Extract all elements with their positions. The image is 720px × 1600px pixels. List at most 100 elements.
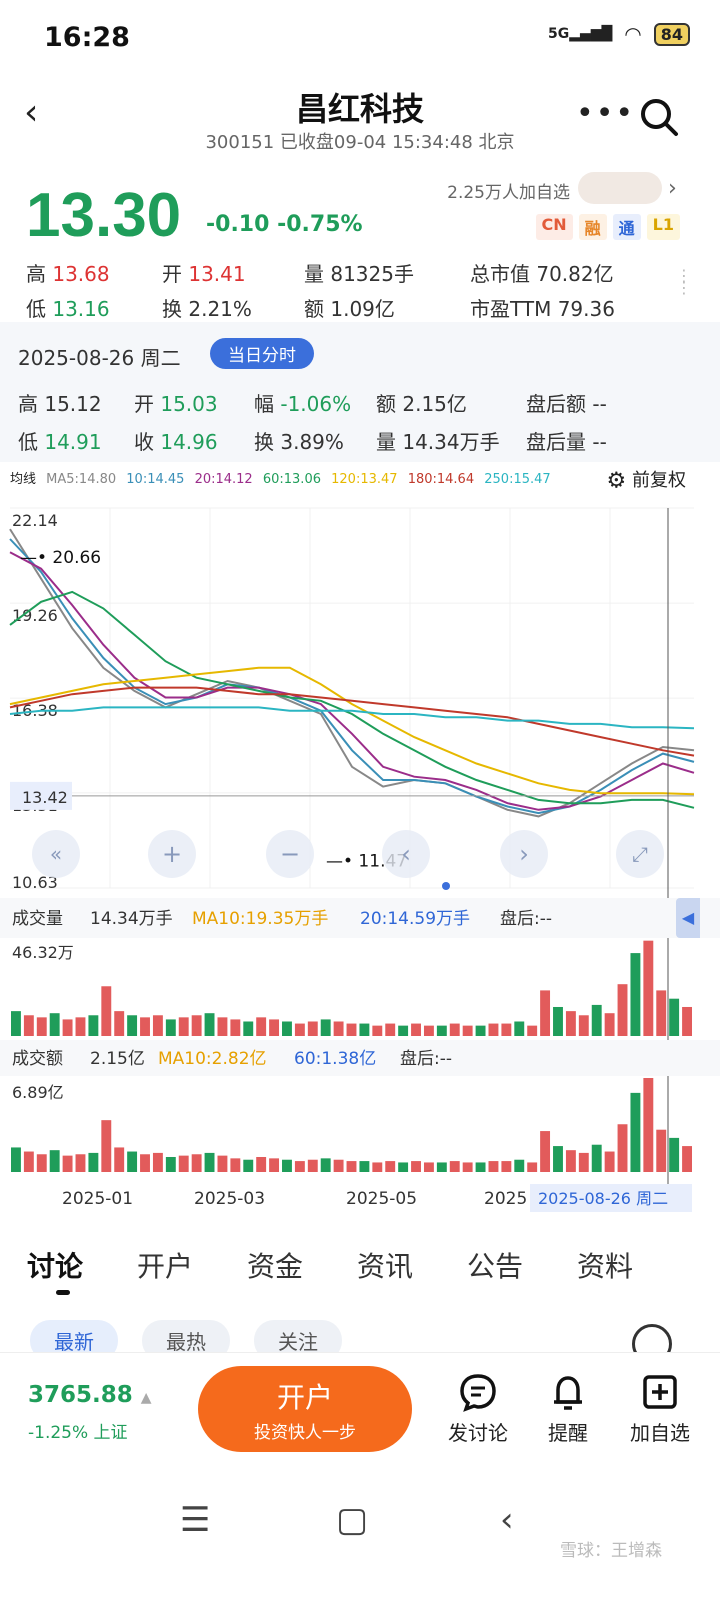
- volume-ma20: 20:14.59万手: [360, 909, 470, 929]
- avatar-group[interactable]: [578, 172, 662, 204]
- volume-bar: [398, 1025, 409, 1036]
- adjust-toggle[interactable]: ⚙ 前复权: [607, 466, 686, 494]
- day-amt: 额 2.15亿: [376, 392, 467, 416]
- chevron-right-icon[interactable]: ›: [668, 176, 677, 201]
- amount-bar: [501, 1161, 512, 1172]
- ma-item: 10:14.45: [126, 472, 185, 487]
- amount-bar: [333, 1159, 344, 1172]
- volume-bar: [411, 1023, 421, 1036]
- amount-bar: [398, 1162, 409, 1172]
- add-watchlist-button[interactable]: 加自选: [620, 1372, 700, 1446]
- amount-bar: [630, 1092, 641, 1172]
- volume-bar: [682, 1006, 692, 1036]
- amount-bar: [140, 1154, 150, 1172]
- volume-bar: [49, 1013, 60, 1036]
- menu-nav-icon[interactable]: ☰: [180, 1500, 211, 1540]
- day-open: 开 15.03: [134, 392, 218, 416]
- expand-dots-icon[interactable]: ⋮ ⋮: [676, 266, 692, 297]
- current-price: 13.30: [26, 181, 182, 250]
- volume-bar: [88, 1015, 99, 1036]
- quote-low: 低 13.16: [26, 297, 110, 321]
- tab-account[interactable]: 开户: [136, 1250, 193, 1283]
- day-close: 收 14.96: [134, 430, 218, 454]
- change-pct: -0.75%: [277, 212, 363, 237]
- amount-bar: [178, 1155, 189, 1172]
- tab-discussion[interactable]: 讨论: [26, 1250, 83, 1283]
- ma-line-ma60: [9, 590, 695, 809]
- chat-icon: [460, 1374, 496, 1412]
- x-tick-label: 2025-03: [194, 1189, 265, 1209]
- volume-bar: [643, 940, 654, 1036]
- tab-announcements[interactable]: 公告: [466, 1250, 523, 1283]
- amount-bar: [578, 1152, 589, 1172]
- back-nav-icon[interactable]: ‹: [500, 1500, 514, 1540]
- amount-bar: [23, 1151, 34, 1172]
- current-price-label: 13.42: [22, 788, 68, 807]
- day-amp: 幅 -1.06%: [254, 392, 352, 416]
- volume-bar: [140, 1017, 150, 1036]
- amount-bar: [243, 1159, 254, 1172]
- crosshair-date-bg: [530, 1184, 692, 1212]
- day-after-amt: 盘后额 --: [526, 392, 607, 416]
- add-icon: [643, 1375, 677, 1409]
- volume-bar: [501, 1023, 512, 1036]
- x-tick-label: 2025: [484, 1189, 527, 1209]
- open-account-button[interactable]: 开户 投资快人一步: [198, 1366, 412, 1452]
- volume-bar: [11, 1011, 21, 1036]
- next-button[interactable]: ›: [500, 830, 548, 878]
- amount-bar: [36, 1154, 47, 1172]
- add-watchlist-label: 加自选: [630, 1421, 690, 1445]
- status-time: 16:28: [44, 22, 130, 53]
- amount-after: 盘后:--: [400, 1049, 452, 1069]
- volume-bar: [449, 1023, 460, 1036]
- volume-bar: [565, 1011, 576, 1036]
- max-annotation: —• 20.66: [20, 548, 101, 568]
- current-price-tag: [10, 781, 72, 810]
- status-icons: 5G▂▄▆█ ◠ 84: [548, 22, 690, 46]
- volume-value: 14.34万手: [90, 909, 173, 929]
- follower-count: 2.25万人加自选: [447, 183, 570, 203]
- tab-news[interactable]: 资讯: [356, 1250, 413, 1283]
- volume-bar: [75, 1017, 86, 1036]
- collapse-tab[interactable]: ◀: [676, 898, 700, 938]
- ma-item: 250:15.47: [484, 472, 551, 487]
- amount-bar: [604, 1151, 615, 1172]
- fullscreen-button[interactable]: ⤢: [616, 830, 664, 878]
- zoom-out-button[interactable]: −: [266, 830, 314, 878]
- volume-bar: [540, 990, 551, 1036]
- ma-line-ma120: [9, 666, 695, 796]
- quote-turnover: 换 2.21%: [162, 297, 252, 321]
- open-account-title: 开户: [276, 1381, 333, 1414]
- index-value[interactable]: 3765.88 ▲: [28, 1382, 152, 1408]
- tab-profile[interactable]: 资料: [576, 1250, 633, 1283]
- tab-funds[interactable]: 资金: [246, 1250, 303, 1283]
- rewind-button[interactable]: «: [32, 830, 80, 878]
- amount-bar: [165, 1156, 176, 1172]
- post-discussion-button[interactable]: 发讨论: [438, 1372, 518, 1446]
- volume-bar: [423, 1025, 434, 1036]
- amount-bar: [617, 1124, 628, 1172]
- tab-indicator: [56, 1290, 70, 1295]
- amount-bar: [11, 1147, 21, 1172]
- home-nav-icon[interactable]: ▢: [336, 1500, 369, 1540]
- adjust-label: 前复权: [632, 470, 686, 491]
- ma-item: 180:14.64: [407, 472, 475, 487]
- amount-bar: [217, 1155, 228, 1172]
- ma-item: 20:14.12: [194, 472, 253, 487]
- amount-bar: [527, 1162, 538, 1172]
- amount-bar: [669, 1137, 680, 1172]
- zoom-in-button[interactable]: +: [148, 830, 196, 878]
- alert-button[interactable]: 提醒: [528, 1372, 608, 1446]
- search-icon[interactable]: [638, 96, 680, 138]
- volume-bar: [553, 1006, 563, 1036]
- prev-button[interactable]: ‹: [382, 830, 430, 878]
- volume-bar: [204, 1013, 215, 1036]
- crosshair-date: 2025-08-26 周二: [538, 1189, 668, 1208]
- intraday-chip[interactable]: 当日分时: [210, 338, 314, 369]
- more-icon[interactable]: •••: [576, 96, 636, 131]
- quote-pe: 市盈TTM 79.36: [470, 297, 615, 321]
- amount-bar: [553, 1146, 563, 1172]
- amount-bar: [682, 1146, 692, 1172]
- back-icon[interactable]: ‹: [24, 92, 39, 133]
